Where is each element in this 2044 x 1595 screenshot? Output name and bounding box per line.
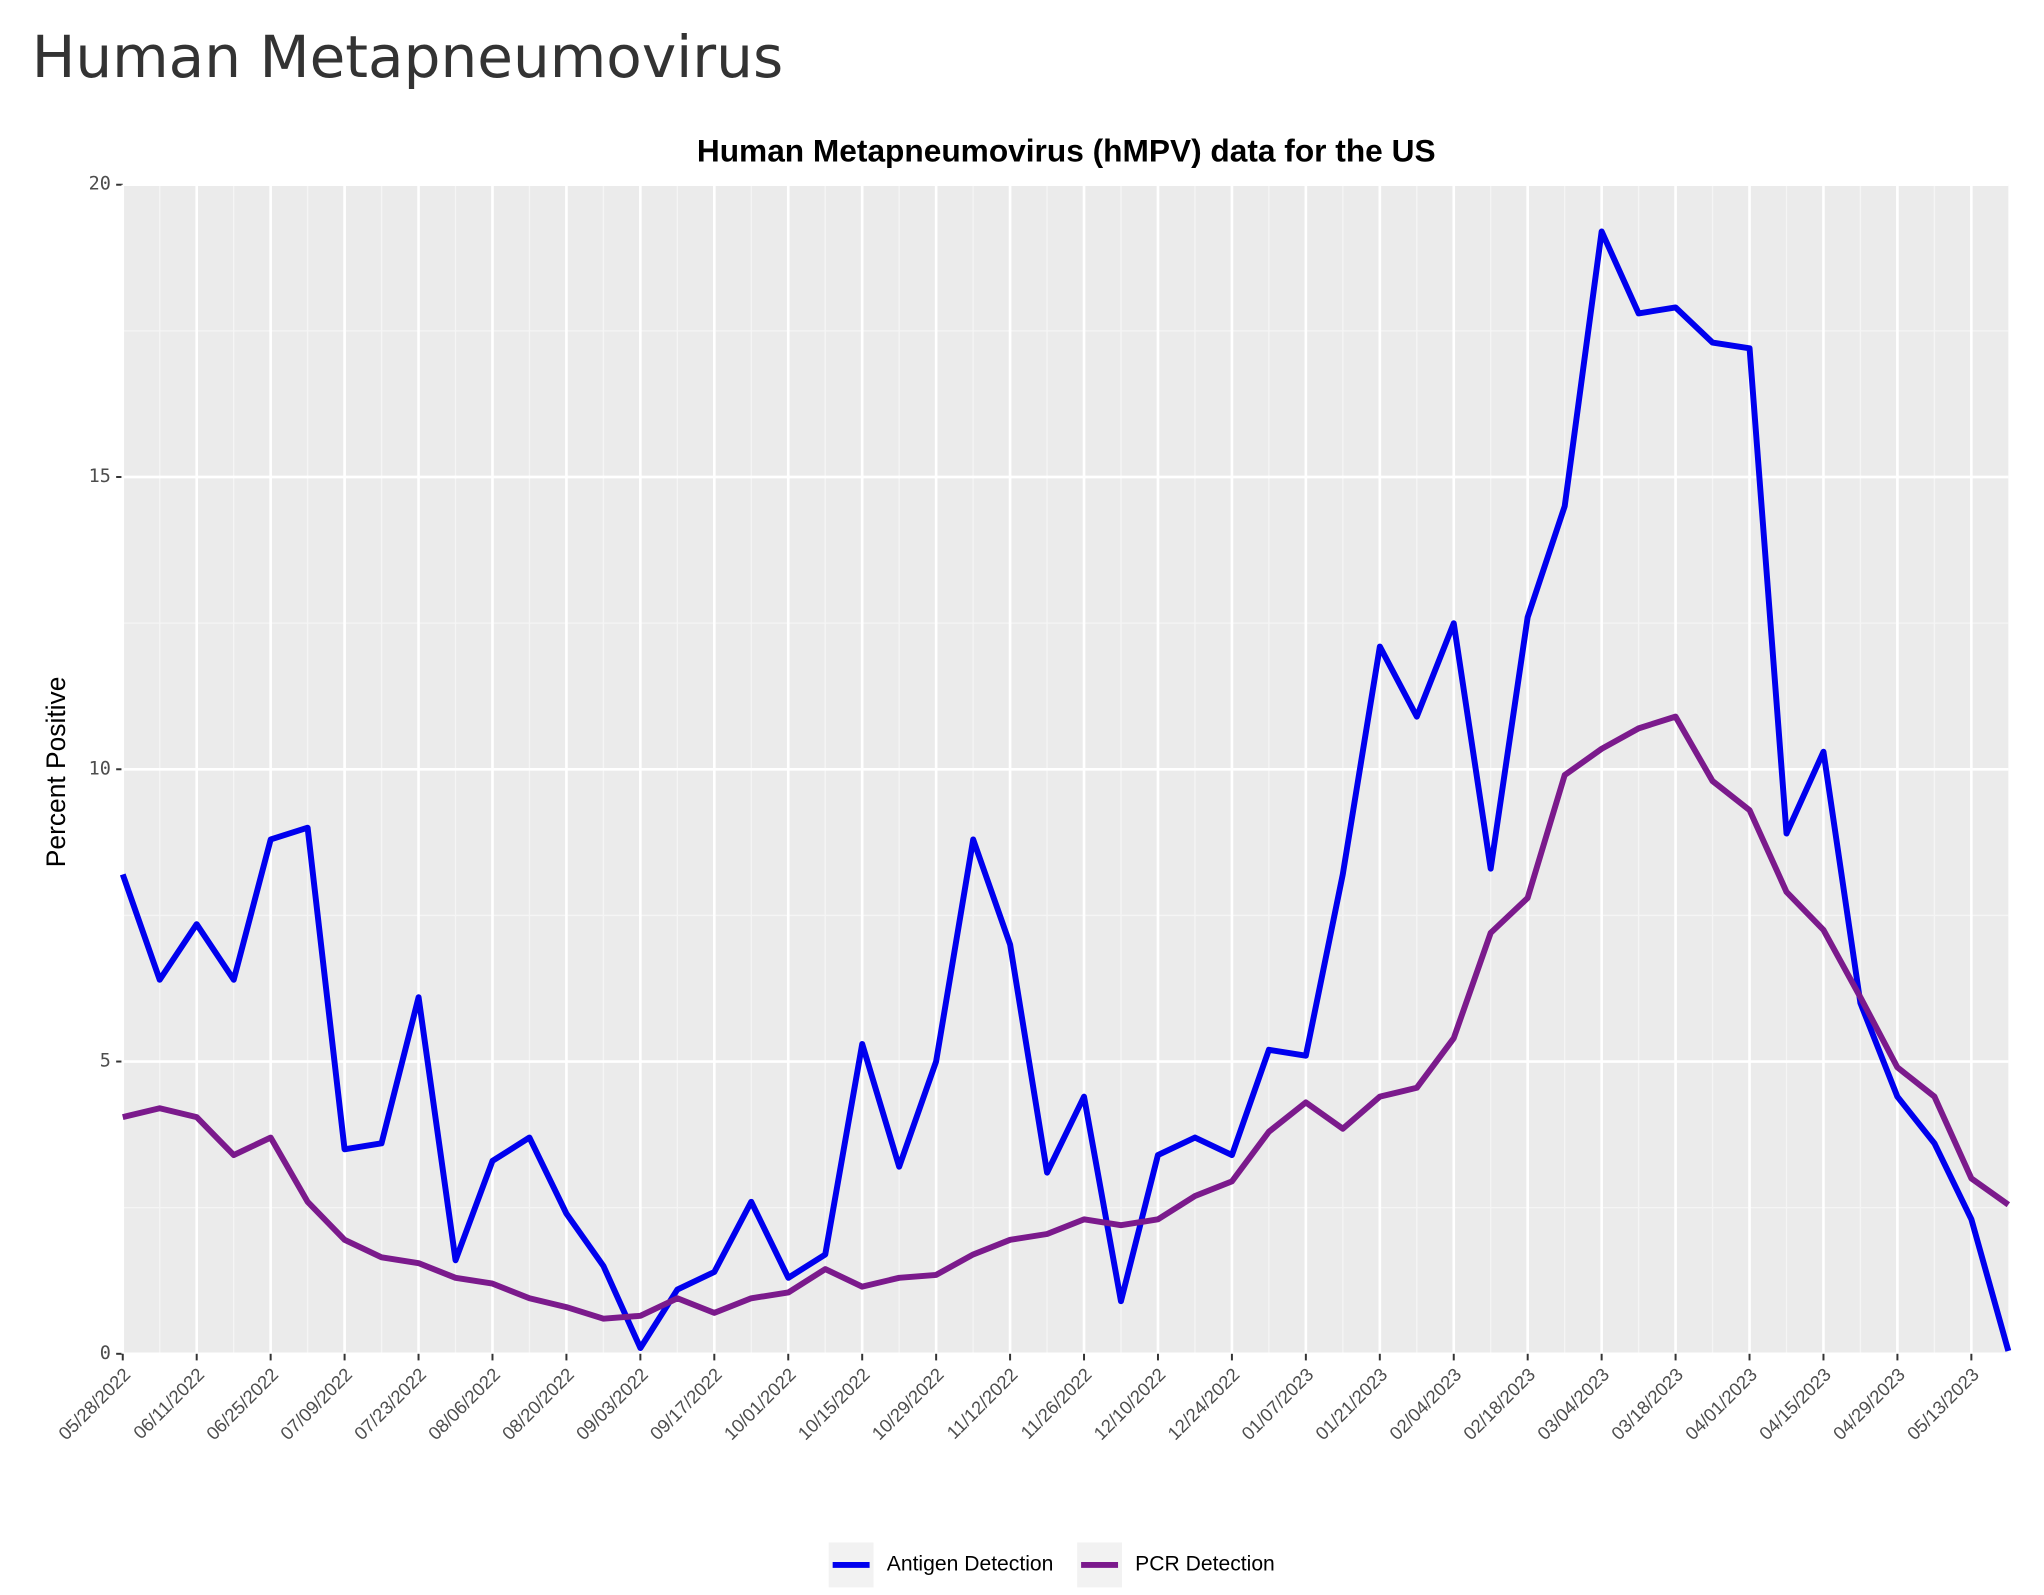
- legend-label: Antigen Detection: [887, 1553, 1054, 1576]
- line-series: [122, 713, 2011, 1322]
- page-title: Human Metapneumovirus: [32, 23, 784, 91]
- x-tick-label: 01/07/2023: [1237, 1364, 1317, 1444]
- x-tick-label: 06/25/2022: [202, 1364, 282, 1444]
- x-tick-label: 11/26/2022: [1016, 1364, 1095, 1443]
- y-tick-label: 15: [89, 466, 111, 487]
- x-tick-label: 08/20/2022: [498, 1364, 578, 1444]
- x-tick-label: 11/12/2022: [942, 1364, 1021, 1443]
- x-tick-label: 01/21/2023: [1311, 1364, 1391, 1444]
- x-tick-label: 06/11/2022: [129, 1364, 208, 1443]
- x-tick-label: 08/06/2022: [424, 1364, 504, 1444]
- x-tick-label: 04/29/2023: [1829, 1364, 1909, 1444]
- x-tick-label: 04/15/2023: [1755, 1364, 1835, 1444]
- x-tick-label: 09/03/2022: [572, 1364, 652, 1444]
- x-tick-label: 12/24/2022: [1163, 1364, 1243, 1444]
- y-tick-label: 5: [100, 1051, 111, 1072]
- x-tick-label: 03/18/2023: [1607, 1364, 1687, 1444]
- y-axis-label: Percent Positive: [41, 677, 71, 868]
- legend-label: PCR Detection: [1135, 1553, 1275, 1576]
- x-tick-label: 05/28/2022: [54, 1364, 134, 1444]
- x-tick-label: 10/29/2022: [867, 1364, 947, 1444]
- x-tick-label: 02/18/2023: [1459, 1364, 1539, 1444]
- line-series: [119, 228, 2012, 1352]
- x-tick-label: 02/04/2023: [1385, 1364, 1465, 1444]
- x-tick-label: 03/04/2023: [1533, 1364, 1613, 1444]
- y-tick-label: 20: [89, 174, 111, 195]
- x-tick-label: 07/23/2022: [350, 1364, 430, 1444]
- y-tick-label: 10: [89, 758, 111, 779]
- x-tick-label: 04/01/2023: [1681, 1364, 1761, 1444]
- y-tick-label: 0: [100, 1343, 111, 1364]
- x-tick-label: 09/17/2022: [646, 1364, 726, 1444]
- x-tick-label: 07/09/2022: [276, 1364, 356, 1444]
- x-tick-label: 12/10/2022: [1089, 1364, 1169, 1444]
- x-tick-label: 10/15/2022: [794, 1364, 874, 1444]
- x-tick-label: 10/01/2022: [720, 1364, 800, 1444]
- x-tick-label: 05/13/2023: [1903, 1364, 1983, 1444]
- chart-title: Human Metapneumovirus (hMPV) data for th…: [697, 132, 1436, 168]
